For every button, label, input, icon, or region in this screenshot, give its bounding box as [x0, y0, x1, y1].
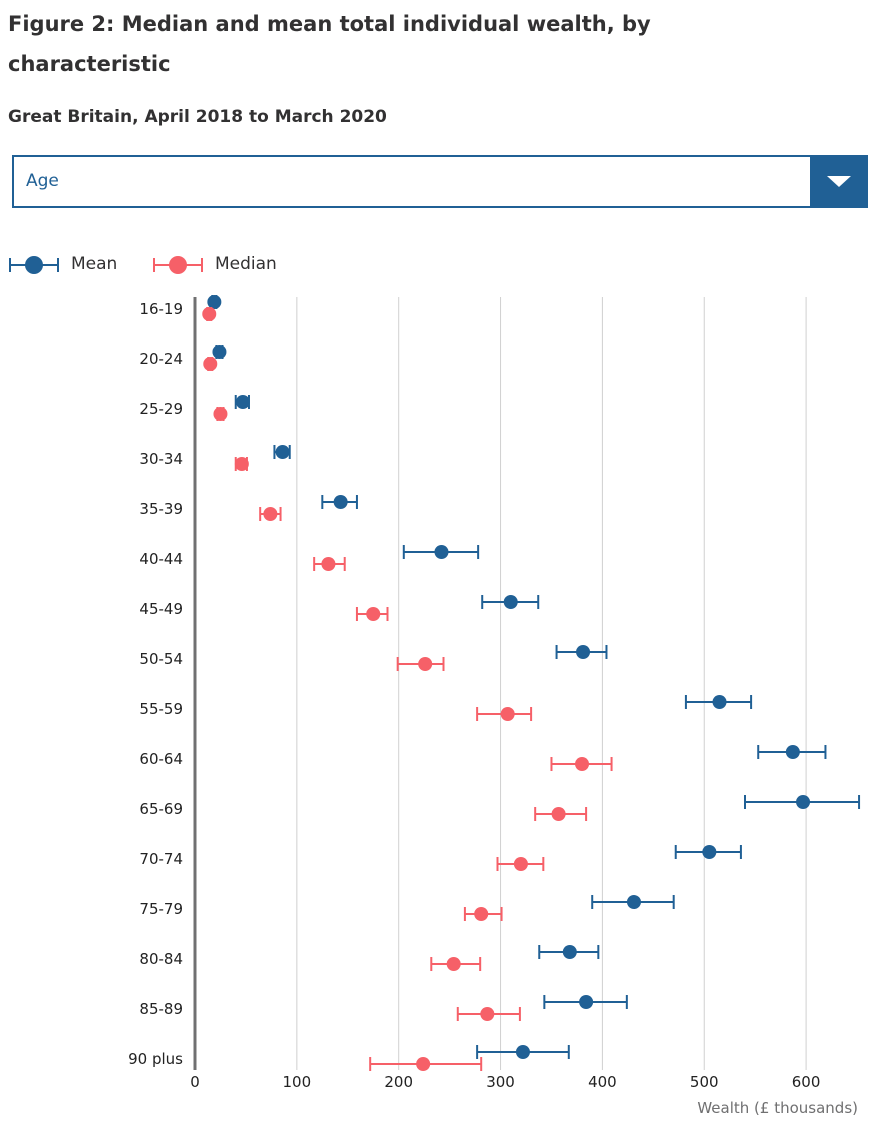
category-label: 55-59	[139, 700, 183, 718]
mean-point	[212, 345, 227, 359]
median-point	[480, 1007, 495, 1021]
category-label: 35-39	[139, 500, 183, 518]
mean-point	[333, 495, 348, 509]
mean-point	[712, 695, 727, 709]
mean-point	[702, 845, 717, 859]
x-tick-label: 400	[588, 1073, 617, 1091]
mean-point	[207, 295, 222, 309]
median-point	[446, 957, 461, 971]
x-tick-label: 600	[792, 1073, 821, 1091]
median-point	[202, 307, 217, 321]
median-point	[551, 807, 566, 821]
category-label: 16-19	[139, 300, 183, 318]
mean-point	[562, 945, 577, 959]
median-point	[513, 857, 528, 871]
mean-point	[515, 1045, 530, 1059]
median-point	[366, 607, 381, 621]
category-label: 40-44	[139, 550, 183, 568]
median-point	[418, 657, 433, 671]
x-tick-label: 0	[190, 1073, 200, 1091]
x-axis-title: Wealth (£ thousands)	[697, 1099, 858, 1117]
mean-point	[796, 795, 811, 809]
median-point	[213, 407, 228, 421]
category-label: 75-79	[139, 900, 183, 918]
mean-point	[275, 445, 290, 459]
page-title: Figure 2: Median and mean total individu…	[8, 12, 651, 76]
category-label: 90 plus	[128, 1050, 183, 1068]
median-point	[203, 357, 218, 371]
select-value: Age	[26, 171, 59, 191]
category-label: 50-54	[139, 650, 183, 668]
mean-point	[579, 995, 594, 1009]
category-label: 65-69	[139, 800, 183, 818]
median-point	[416, 1057, 431, 1071]
category-label: 20-24	[139, 350, 183, 368]
category-label: 60-64	[139, 750, 183, 768]
median-point	[500, 707, 515, 721]
mean-marker-icon	[9, 256, 59, 274]
mean-point	[785, 745, 800, 759]
category-label: 30-34	[139, 450, 183, 468]
category-label: 25-29	[139, 400, 183, 418]
category-label: 80-84	[139, 950, 183, 968]
dropdown-button[interactable]	[810, 155, 868, 208]
page-subtitle: Great Britain, April 2018 to March 2020	[8, 107, 387, 127]
category-label: 70-74	[139, 850, 183, 868]
category-label: 45-49	[139, 600, 183, 618]
legend-label-median: Median	[215, 254, 277, 274]
median-marker-icon	[153, 256, 203, 274]
legend-label-mean: Mean	[71, 254, 118, 274]
median-point	[263, 507, 278, 521]
x-tick-label: 500	[690, 1073, 719, 1091]
mean-point	[503, 595, 518, 609]
chevron-down-icon	[827, 176, 851, 187]
mean-point	[434, 545, 449, 559]
mean-point	[626, 895, 641, 909]
characteristic-select[interactable]: Age	[12, 155, 868, 208]
median-point	[234, 457, 249, 471]
median-point	[474, 907, 489, 921]
x-tick-label: 200	[384, 1073, 413, 1091]
median-point	[575, 757, 590, 771]
category-label: 85-89	[139, 1000, 183, 1018]
mean-point	[576, 645, 591, 659]
mean-point	[235, 395, 250, 409]
x-tick-label: 300	[486, 1073, 515, 1091]
wealth-dot-plot: 0 100 200 300 400 500 600 Wealth (£ thousands) 1…	[128, 295, 861, 1117]
median-point	[321, 557, 336, 571]
x-tick-label: 100	[283, 1073, 312, 1091]
